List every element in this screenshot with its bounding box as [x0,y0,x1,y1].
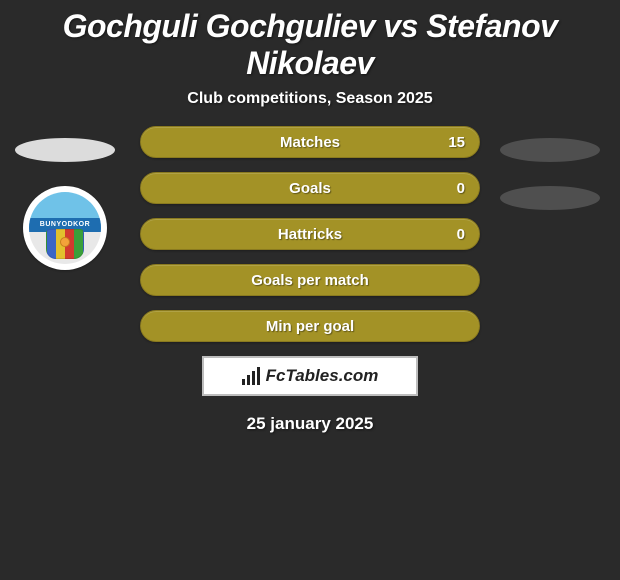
page-title: Gochguli Gochguliev vs Stefanov Nikolaev [0,0,620,86]
stat-value-right: 0 [457,226,465,243]
right-club-placeholder [500,186,600,210]
comparison-area: BUNYODKOR Matches 15 Goals 0 Hattricks 0… [0,126,620,434]
brand-box[interactable]: FcTables.com [202,356,418,396]
stat-bar-hattricks: Hattricks 0 [140,218,480,250]
stat-bar-matches: Matches 15 [140,126,480,158]
stat-label: Goals per match [251,272,369,289]
stat-bar-goals: Goals 0 [140,172,480,204]
stat-label: Hattricks [278,226,342,243]
stat-value-right: 0 [457,180,465,197]
subtitle: Club competitions, Season 2025 [0,86,620,126]
stat-bar-goals-per-match: Goals per match [140,264,480,296]
left-club-badge: BUNYODKOR [23,186,107,270]
badge-background: BUNYODKOR [29,192,101,264]
right-avatar-placeholder [500,138,600,162]
brand-text: FcTables.com [266,366,379,386]
stat-label: Matches [280,134,340,151]
stat-label: Min per goal [266,318,354,335]
right-player-col [490,126,610,210]
left-avatar-placeholder [15,138,115,162]
date: 25 january 2025 [0,414,620,434]
bar-chart-icon [242,367,262,385]
stats-column: Matches 15 Goals 0 Hattricks 0 Goals per… [140,126,480,342]
badge-ball-icon [60,237,70,247]
stat-bar-min-per-goal: Min per goal [140,310,480,342]
badge-club-name: BUNYODKOR [40,221,90,228]
stat-label: Goals [289,180,331,197]
stat-value-right: 15 [448,134,465,151]
left-player-col: BUNYODKOR [10,126,120,270]
